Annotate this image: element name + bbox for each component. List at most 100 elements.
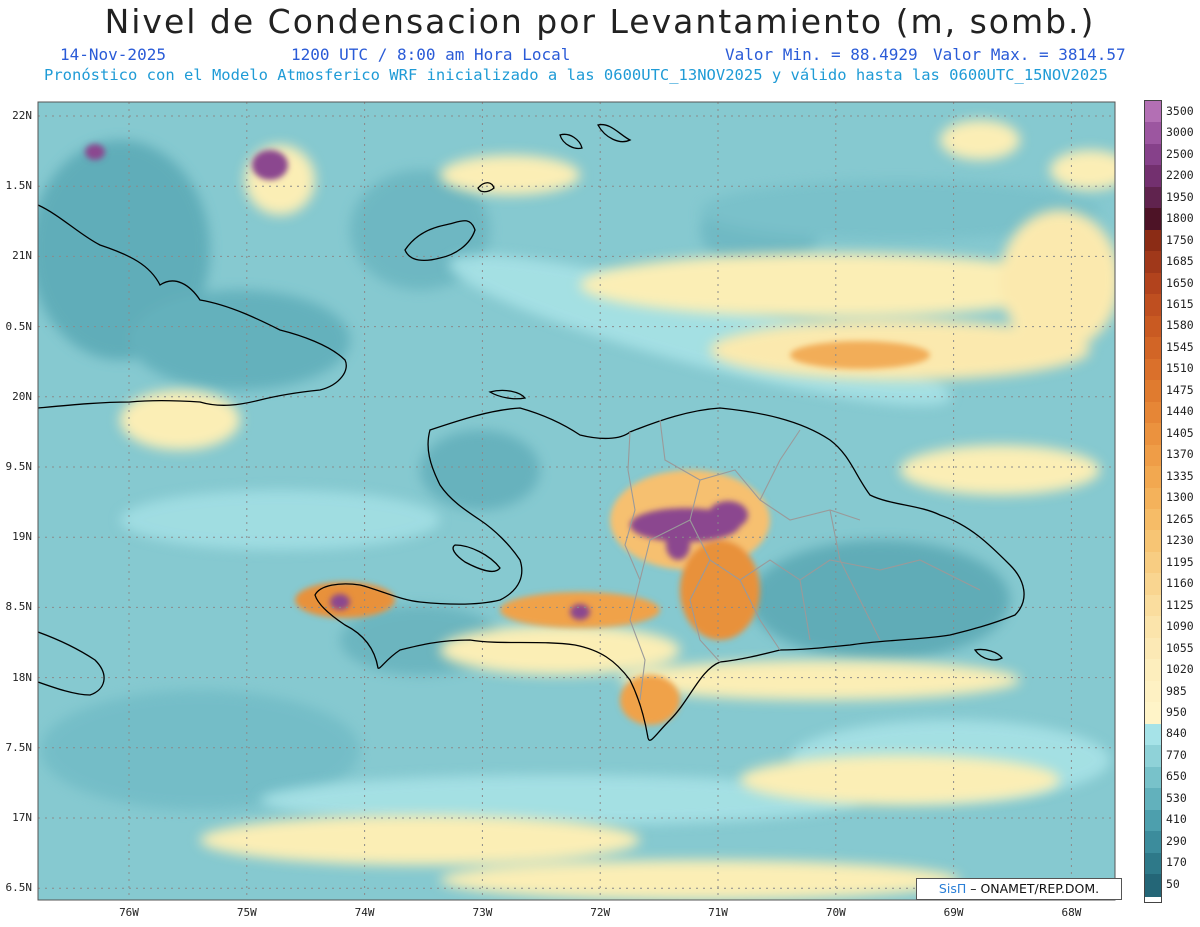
colorbar-swatch xyxy=(1145,444,1161,468)
lat-label: 18N xyxy=(12,670,32,684)
colorbar-level: 1615 xyxy=(1166,297,1194,311)
colorbar-level: 1370 xyxy=(1166,447,1194,462)
colorbar-swatch xyxy=(1145,874,1161,897)
lon-label: 69W xyxy=(943,906,964,919)
colorbar-level: 1750 xyxy=(1166,232,1194,247)
colorbar-level: 1405 xyxy=(1166,425,1194,440)
colorbar xyxy=(1144,100,1162,903)
colorbar-swatch xyxy=(1145,680,1161,704)
colorbar-level: 1265 xyxy=(1166,511,1194,526)
colorbar-swatch xyxy=(1145,380,1161,403)
lat-label: 9.5N xyxy=(5,460,33,473)
lon-label: 70W xyxy=(825,906,846,919)
value-max: Valor Max. = 3814.57 xyxy=(933,45,1126,64)
field-shading xyxy=(38,102,1115,900)
colorbar-swatch xyxy=(1145,208,1161,231)
lat-label: 8.5N xyxy=(5,600,33,614)
colorbar-level: 1300 xyxy=(1166,490,1194,505)
lon-label: 73W xyxy=(472,906,493,919)
colorbar-swatch xyxy=(1145,272,1161,296)
coastlines xyxy=(38,123,1025,741)
province-borders xyxy=(624,419,981,701)
colorbar-level: 1545 xyxy=(1166,339,1194,354)
colorbar-swatch xyxy=(1145,101,1161,124)
colorbar-swatch xyxy=(1145,186,1161,210)
colorbar-level: 1160 xyxy=(1166,576,1194,591)
colorbar-level: 770 xyxy=(1166,747,1187,762)
colorbar-swatch xyxy=(1145,831,1161,854)
colorbar-swatch xyxy=(1145,487,1161,510)
colorbar-swatch xyxy=(1145,551,1161,575)
colorbar-level: 170 xyxy=(1166,855,1187,870)
colorbar-swatch xyxy=(1145,229,1161,253)
sispi-logo: SisΠ xyxy=(938,881,967,896)
colorbar-swatch xyxy=(1145,315,1161,339)
colorbar-swatch xyxy=(1145,337,1161,360)
colorbar-level: 1335 xyxy=(1166,468,1194,483)
colorbar-level: 2500 xyxy=(1166,146,1194,161)
forecast-date: 14-Nov-2025 xyxy=(60,45,166,64)
lat-label: 17N xyxy=(12,811,32,824)
colorbar-swatch xyxy=(1145,788,1161,811)
forecast-time: 1200 UTC / 8:00 am Hora Local xyxy=(291,45,571,64)
colorbar-level: 1510 xyxy=(1166,361,1194,376)
colorbar-level: 3000 xyxy=(1166,125,1194,140)
colorbar-level: 1440 xyxy=(1166,404,1194,419)
lon-label: 75W xyxy=(236,906,257,919)
lon-label: 76W xyxy=(119,906,139,919)
colorbar-level: 2200 xyxy=(1166,168,1194,183)
colorbar-level: 1020 xyxy=(1166,662,1194,677)
model-info: Pronóstico con el Modelo Atmosferico WRF… xyxy=(44,66,1108,84)
colorbar-level: 290 xyxy=(1166,833,1187,848)
colorbar-level: 1195 xyxy=(1166,554,1194,569)
lat-label: 1.5N xyxy=(5,179,33,193)
lat-label: 7.5N xyxy=(5,740,33,754)
lat-label: 21N xyxy=(12,249,32,263)
colorbar-swatch xyxy=(1145,745,1161,768)
colorbar-level: 1650 xyxy=(1166,275,1194,290)
colorbar-level: 1800 xyxy=(1166,211,1194,226)
colorbar-swatch xyxy=(1145,637,1161,661)
lon-label: 74W xyxy=(354,906,375,919)
colorbar-swatch xyxy=(1145,165,1161,188)
colorbar-level: 840 xyxy=(1166,726,1187,741)
colorbar-swatch xyxy=(1145,659,1161,682)
map-title: Nivel de Condensacion por Levantamiento … xyxy=(104,2,1096,41)
colorbar-swatch xyxy=(1145,766,1161,790)
colorbar-swatch xyxy=(1145,401,1161,425)
colorbar-swatch xyxy=(1145,294,1161,317)
colorbar-swatch xyxy=(1145,423,1161,446)
colorbar-swatch xyxy=(1145,530,1161,553)
colorbar-level: 1230 xyxy=(1166,533,1194,548)
colorbar-swatch xyxy=(1145,509,1161,532)
colorbar-swatch xyxy=(1145,723,1161,747)
lat-label: 20N xyxy=(12,389,32,403)
colorbar-level: 50 xyxy=(1166,876,1180,891)
lon-label: 72W xyxy=(590,906,611,919)
colorbar-swatch xyxy=(1145,122,1161,145)
colorbar-level: 1090 xyxy=(1166,619,1194,634)
colorbar-level: 3500 xyxy=(1166,103,1194,118)
colorbar-swatch xyxy=(1145,616,1161,639)
colorbar-swatch xyxy=(1145,466,1161,489)
colorbar-level: 1125 xyxy=(1166,597,1194,612)
colorbar-swatch xyxy=(1145,251,1161,274)
value-min: Valor Min. = 88.4929 xyxy=(725,45,918,64)
lat-label: 22N xyxy=(12,109,32,122)
colorbar-level: 410 xyxy=(1166,812,1187,827)
colorbar-swatch xyxy=(1145,852,1161,876)
colorbar-swatch xyxy=(1145,358,1161,382)
colorbar-level: 1685 xyxy=(1166,254,1194,269)
colorbar-level: 650 xyxy=(1166,769,1187,784)
colorbar-level: 1055 xyxy=(1166,640,1194,655)
colorbar-level: 530 xyxy=(1166,790,1187,805)
lat-label: 6.5N xyxy=(5,881,33,895)
credit-text: – ONAMET/REP.DOM. xyxy=(970,881,1100,896)
colorbar-swatch xyxy=(1145,594,1161,618)
colorbar-level: 1950 xyxy=(1166,189,1194,204)
credit-box: SisΠ – ONAMET/REP.DOM. xyxy=(916,878,1122,900)
lon-label: 71W xyxy=(708,906,728,919)
colorbar-swatch xyxy=(1145,143,1161,167)
colorbar-level: 1475 xyxy=(1166,382,1194,397)
